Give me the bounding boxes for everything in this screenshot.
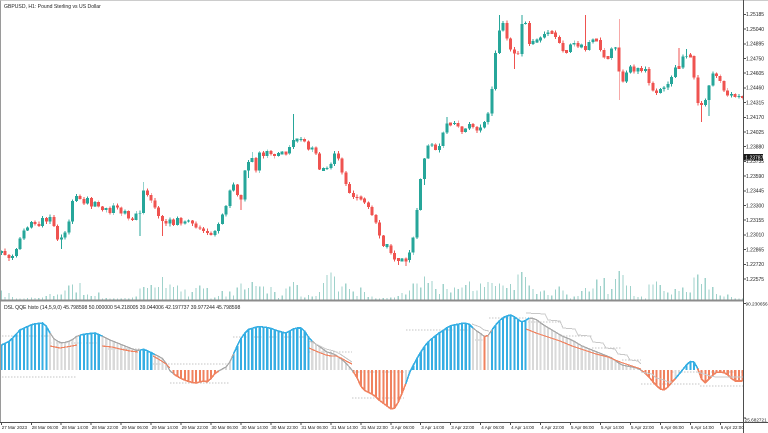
svg-text:1.23445: 1.23445 <box>746 189 764 195</box>
svg-text:28 Mar 14:00: 28 Mar 14:00 <box>62 425 89 430</box>
svg-text:1.22720: 1.22720 <box>746 262 764 268</box>
svg-text:1.23010: 1.23010 <box>746 233 764 239</box>
svg-text:1.23300: 1.23300 <box>746 203 764 209</box>
svg-text:1.24750: 1.24750 <box>746 56 764 62</box>
svg-text:1.24605: 1.24605 <box>746 71 764 77</box>
svg-text:31 Mar 22:00: 31 Mar 22:00 <box>361 425 388 430</box>
svg-text:4 Apr 14:00: 4 Apr 14:00 <box>511 425 535 430</box>
svg-text:3 Apr 22:00: 3 Apr 22:00 <box>451 425 475 430</box>
svg-text:4 Apr 06:00: 4 Apr 06:00 <box>481 425 505 430</box>
svg-text:29 Mar 22:00: 29 Mar 22:00 <box>182 425 209 430</box>
svg-text:31 Mar 14:00: 31 Mar 14:00 <box>331 425 358 430</box>
svg-text:28 Mar 22:00: 28 Mar 22:00 <box>92 425 119 430</box>
svg-text:1.23735: 1.23735 <box>746 159 764 165</box>
svg-text:1.25185: 1.25185 <box>746 12 764 18</box>
svg-text:30 Mar 22:00: 30 Mar 22:00 <box>271 425 298 430</box>
svg-text:GBPUSD, H1: Pound Sterling vs: GBPUSD, H1: Pound Sterling vs US Dollar <box>4 4 101 10</box>
svg-text:1.23590: 1.23590 <box>746 174 764 180</box>
svg-text:3 Apr 06:00: 3 Apr 06:00 <box>391 425 415 430</box>
svg-text:1.22575: 1.22575 <box>746 277 764 283</box>
svg-text:1.23787: 1.23787 <box>745 155 763 161</box>
svg-text:5 Apr 14:00: 5 Apr 14:00 <box>601 425 625 430</box>
svg-text:1.24315: 1.24315 <box>746 100 764 106</box>
svg-text:1.24460: 1.24460 <box>746 86 764 92</box>
svg-text:1.24895: 1.24895 <box>746 42 764 48</box>
svg-text:5 Apr 22:00: 5 Apr 22:00 <box>631 425 655 430</box>
svg-text:31 Mar 06:00: 31 Mar 06:00 <box>301 425 328 430</box>
svg-text:1.23155: 1.23155 <box>746 218 764 224</box>
svg-text:1.24170: 1.24170 <box>746 115 764 121</box>
svg-text:1.22865: 1.22865 <box>746 247 764 253</box>
svg-text:3 Apr 14:00: 3 Apr 14:00 <box>421 425 445 430</box>
svg-text:28 Mar 06:00: 28 Mar 06:00 <box>32 425 59 430</box>
svg-text:30 Mar 06:00: 30 Mar 06:00 <box>212 425 239 430</box>
svg-text:29 Mar 06:00: 29 Mar 06:00 <box>122 425 149 430</box>
svg-text:6 Apr 22:00: 6 Apr 22:00 <box>721 425 745 430</box>
svg-text:30 Mar 14:00: 30 Mar 14:00 <box>242 425 269 430</box>
svg-text:6 Apr 14:00: 6 Apr 14:00 <box>691 425 715 430</box>
svg-text:1.23880: 1.23880 <box>746 145 764 151</box>
svg-text:90.230656: 90.230656 <box>746 301 768 306</box>
svg-text:27 Mar 2023: 27 Mar 2023 <box>2 425 28 430</box>
svg-text:1.24025: 1.24025 <box>746 130 764 136</box>
svg-text:29 Mar 14:00: 29 Mar 14:00 <box>152 425 179 430</box>
svg-text:1.25040: 1.25040 <box>746 27 764 33</box>
svg-text:25.682721: 25.682721 <box>745 417 768 422</box>
svg-text:6 Apr 06:00: 6 Apr 06:00 <box>661 425 685 430</box>
svg-text:5 Apr 06:00: 5 Apr 06:00 <box>571 425 595 430</box>
svg-text:DSL QQE histo (14,5,9,0) 45.79: DSL QQE histo (14,5,9,0) 45.798598 50.00… <box>4 305 240 311</box>
svg-text:4 Apr 22:00: 4 Apr 22:00 <box>541 425 565 430</box>
